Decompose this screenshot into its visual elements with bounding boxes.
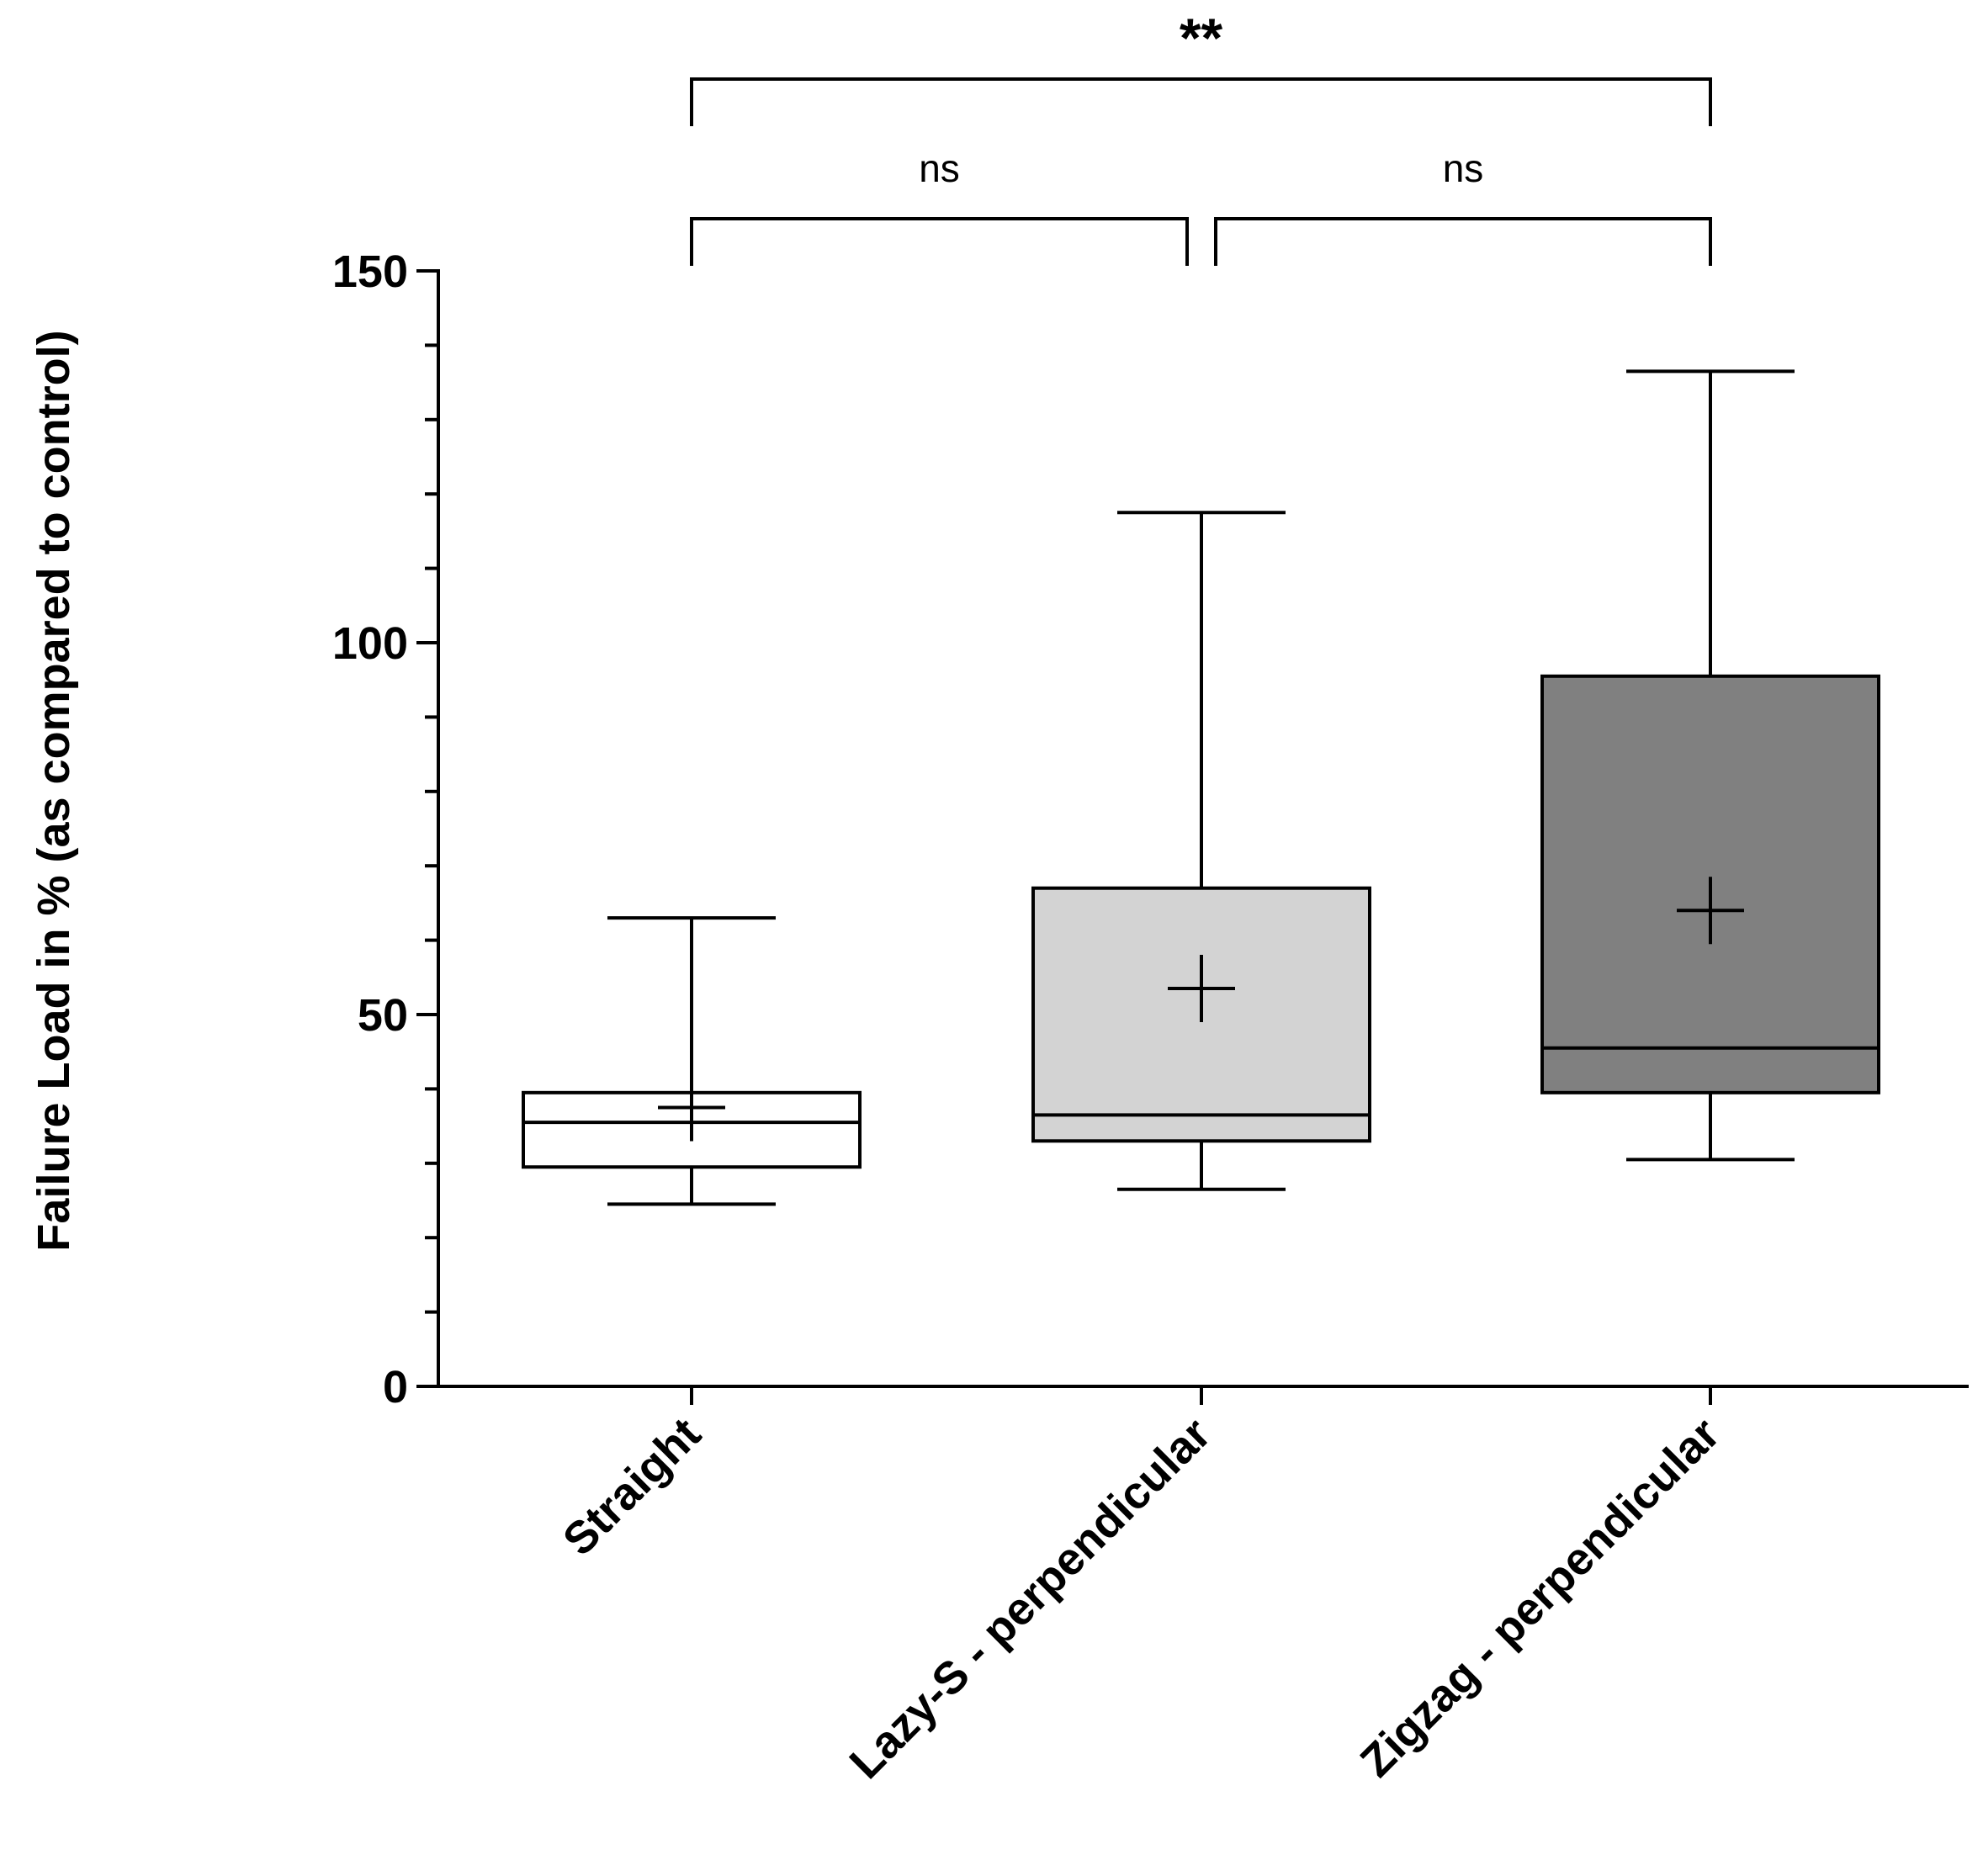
box-group xyxy=(1031,511,1371,1191)
significance-brackets: ns ns ** xyxy=(690,7,1712,266)
y-tick-label: 100 xyxy=(332,618,408,669)
box-group xyxy=(1540,369,1880,1162)
bracket-line xyxy=(690,77,1712,126)
significance-label: ns xyxy=(919,146,960,190)
box-series xyxy=(522,369,1880,1206)
box-group xyxy=(522,916,862,1206)
x-category-label: Lazy-S - perpendicular xyxy=(840,1408,1221,1789)
bracket-line xyxy=(1214,217,1712,266)
x-category-label: Zigzag - perpendicular xyxy=(1351,1408,1730,1787)
significance-label: ns xyxy=(1443,146,1484,190)
y-axis-label: Failure Load in % (as compared to contro… xyxy=(29,330,79,1251)
y-tick-label: 50 xyxy=(358,990,408,1041)
significance-bracket: ns xyxy=(1214,146,1712,266)
y-tick-label: 0 xyxy=(383,1362,408,1412)
bracket-line xyxy=(690,217,1189,266)
y-ticks: 0 50 100 150 xyxy=(332,246,438,1412)
significance-bracket: ns xyxy=(690,146,1189,266)
x-category-label: Straight xyxy=(554,1408,711,1566)
significance-bracket: ** xyxy=(690,7,1712,126)
y-tick-label: 150 xyxy=(332,246,408,297)
significance-label: ** xyxy=(1180,7,1223,69)
x-tick-labels: Straight Lazy-S - perpendicular Zigzag - p… xyxy=(554,1386,1730,1789)
